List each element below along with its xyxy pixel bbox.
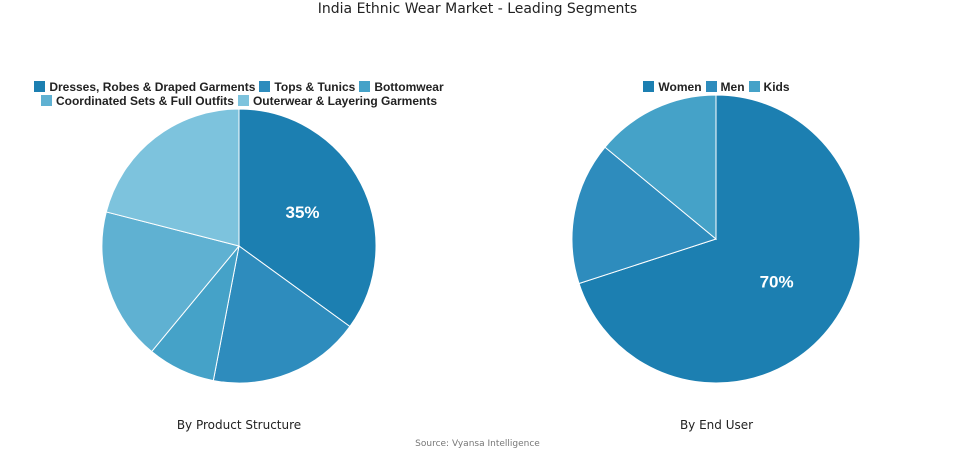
legend-swatch xyxy=(237,95,249,106)
legend-row: Coordinated Sets & Full Outfits Outerwear… xyxy=(0,94,478,108)
legend-label: Tops & Tunics xyxy=(274,80,356,94)
legend-label: Outerwear & Layering Garments xyxy=(252,94,438,108)
chart-title: India Ethnic Wear Market - Leading Segme… xyxy=(317,1,638,17)
legend-item: Tops & Tunics xyxy=(259,80,355,94)
legend-product-structure: Dresses, Robes & Draped Garments Tops & T… xyxy=(0,80,478,108)
legend-swatch xyxy=(705,81,717,92)
legend-swatch xyxy=(259,81,271,92)
pie-slice xyxy=(604,94,717,241)
pie-slice xyxy=(238,108,377,328)
legend-label: Bottomwear xyxy=(374,80,444,94)
legend-swatch xyxy=(40,95,52,106)
legend-row: Women Men Kids xyxy=(478,80,955,94)
pie-slice xyxy=(578,94,861,384)
legend-label: Coordinated Sets & Full Outfits xyxy=(55,94,234,108)
caption-end-user: By End User xyxy=(679,418,754,432)
pie-slice xyxy=(101,211,240,353)
legend-label: Women xyxy=(658,80,702,94)
legend-swatch xyxy=(34,81,46,92)
data-label: 35% xyxy=(285,203,319,222)
legend-label: Dresses, Robes & Draped Garments xyxy=(49,80,256,94)
legend-row: Dresses, Robes & Draped Garments Tops & T… xyxy=(0,80,478,94)
legend-item: Dresses, Robes & Draped Garments xyxy=(34,80,255,94)
legend-item: Women xyxy=(643,80,702,94)
pie-slice xyxy=(105,108,240,247)
source-note: Source: Vyansa Intelligence xyxy=(415,439,540,449)
pie-slice xyxy=(212,245,351,384)
legend-label: Kids xyxy=(763,80,790,94)
pie-slice xyxy=(571,146,718,285)
legend-item: Coordinated Sets & Full Outfits xyxy=(40,94,234,108)
data-label: 70% xyxy=(760,272,794,291)
legend-item: Kids xyxy=(748,80,790,94)
legend-item: Bottomwear xyxy=(359,80,444,94)
legend-item: Men xyxy=(705,80,745,94)
legend-end-user: Women Men Kids xyxy=(478,80,955,94)
legend-swatch xyxy=(643,81,655,92)
legend-label: Men xyxy=(720,80,745,94)
legend-swatch xyxy=(748,81,760,92)
caption-product-structure: By Product Structure xyxy=(176,418,302,432)
legend-item: Outerwear & Layering Garments xyxy=(237,94,438,108)
legend-swatch xyxy=(359,81,371,92)
